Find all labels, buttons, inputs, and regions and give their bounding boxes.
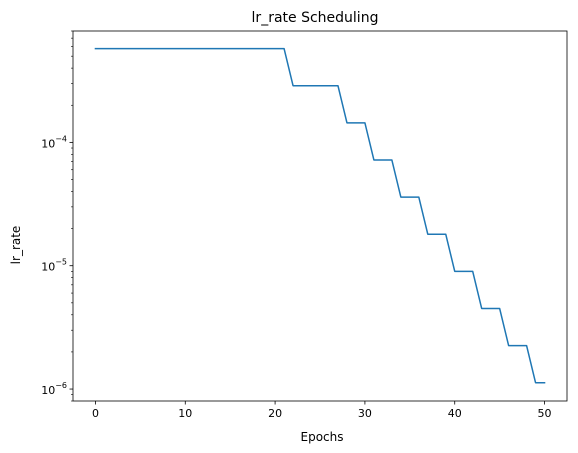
x-tick-label: 50 [538,407,552,420]
x-axis-label: Epochs [301,430,344,444]
x-tick-label: 10 [178,407,192,420]
y-axis-label: lr_rate [9,226,23,265]
chart-title: lr_rate Scheduling [252,10,379,26]
y-tick-label: 10−6 [41,381,67,397]
x-tick-label: 0 [92,407,99,420]
x-tick-label: 20 [268,407,282,420]
y-tick-label: 10−5 [41,258,67,274]
series-line-0 [94,47,546,384]
axes-frame [72,30,568,402]
x-tick-label: 40 [448,407,462,420]
x-tick-label: 30 [358,407,372,420]
plot-area: 0 10 20 30 40 50 10−6 10−5 10−4 [41,30,568,420]
y-tick-label: 10−4 [41,134,67,150]
